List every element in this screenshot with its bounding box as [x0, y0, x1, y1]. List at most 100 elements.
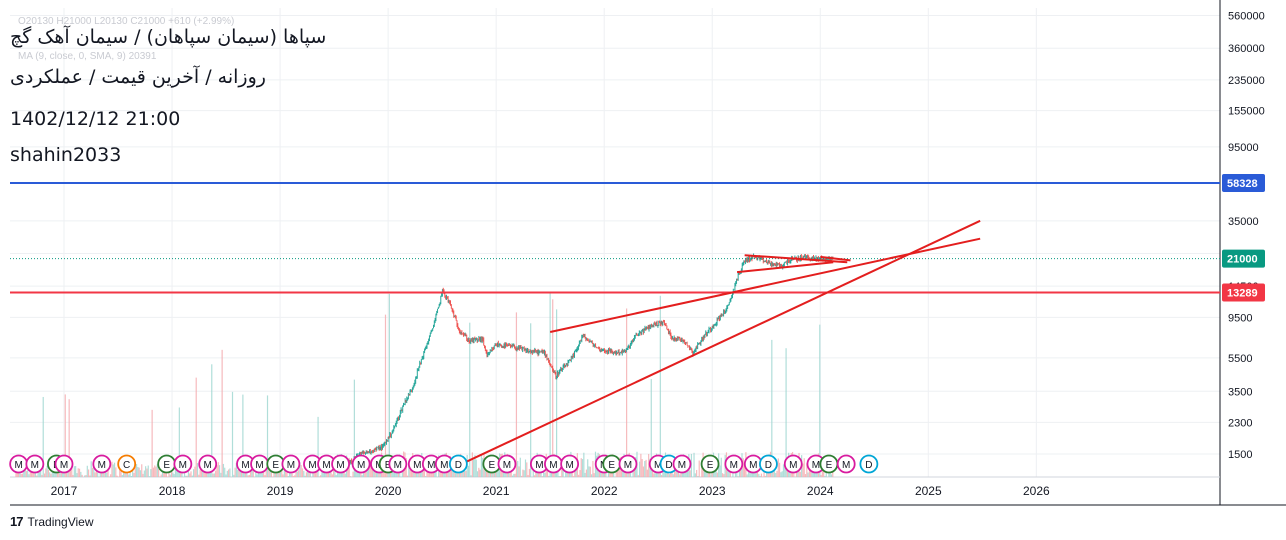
volume-bar: [743, 463, 746, 477]
event-marker-m[interactable]: M: [836, 454, 856, 474]
volume-bar: [221, 349, 223, 477]
event-markers[interactable]: MMEMMCEMMMMEMMMMMMEMMMMDEMMMMMEMMDMEMMDM…: [9, 454, 879, 474]
tradingview-brand[interactable]: 17 TradingView: [10, 514, 94, 529]
volume-bar: [269, 466, 271, 477]
event-circle: [724, 454, 744, 474]
event-marker-m[interactable]: M: [560, 454, 580, 474]
volume-bar: [130, 475, 132, 477]
volume-bar: [32, 470, 34, 477]
volume-bar: [229, 468, 231, 477]
volume-bar: [156, 464, 158, 477]
trendline[interactable]: [820, 255, 851, 262]
event-marker-e[interactable]: E: [819, 454, 839, 474]
volume-bar: [677, 468, 680, 477]
trendline[interactable]: [549, 237, 981, 333]
event-marker-d[interactable]: D: [448, 454, 468, 474]
brand-name: TradingView: [27, 514, 94, 529]
volume-bar: [471, 452, 473, 477]
volume-bar: [169, 474, 171, 477]
volume-bar: [580, 458, 582, 477]
event-marker-m[interactable]: M: [25, 454, 45, 474]
event-marker-e[interactable]: E: [157, 454, 177, 474]
volume-bar: [228, 469, 230, 477]
volume-bar: [723, 474, 725, 477]
event-marker-m[interactable]: M: [173, 454, 193, 474]
event-circle: [497, 454, 517, 474]
event-marker-m[interactable]: M: [407, 454, 427, 474]
volume-bar: [408, 461, 410, 477]
volume-bar: [69, 466, 72, 477]
event-marker-m[interactable]: M: [54, 454, 74, 474]
trendline[interactable]: [736, 261, 834, 274]
event-marker-m[interactable]: M: [351, 454, 371, 474]
volume-bar: [737, 476, 739, 477]
volume-bar: [571, 469, 573, 477]
event-marker-e[interactable]: E: [602, 454, 622, 474]
event-marker-m[interactable]: M: [331, 454, 350, 474]
event-marker-m[interactable]: M: [724, 454, 744, 474]
volume-bar: [502, 468, 505, 477]
event-marker-m[interactable]: M: [92, 454, 112, 474]
volume-bar: [94, 472, 96, 477]
volume-bar: [579, 470, 581, 477]
volume-bar: [154, 465, 156, 477]
event-marker-m[interactable]: M: [388, 454, 408, 474]
event-circle: [836, 454, 856, 474]
price-tag-21000: [1222, 249, 1265, 268]
volume-bar: [482, 457, 484, 477]
volume-bar: [541, 476, 543, 477]
volume-bar: [668, 474, 671, 477]
event-marker-d[interactable]: D: [859, 454, 879, 474]
event-circle: [54, 454, 74, 474]
price-tick-label: 360000: [1228, 43, 1265, 55]
event-marker-m[interactable]: M: [497, 454, 517, 474]
event-marker-c[interactable]: C: [117, 454, 137, 474]
event-marker-d[interactable]: D: [759, 454, 778, 474]
volume-bar: [474, 455, 476, 477]
volume-bar: [808, 468, 811, 477]
volume-bar: [212, 473, 214, 477]
event-marker-m[interactable]: M: [9, 454, 29, 474]
volume-bar: [434, 471, 436, 477]
event-marker-m[interactable]: M: [198, 454, 218, 474]
volume-bar: [685, 468, 687, 477]
volume-bar: [515, 312, 518, 477]
volume-bar: [742, 458, 744, 477]
volume-bar: [697, 475, 699, 477]
event-marker-m[interactable]: M: [544, 454, 563, 474]
time-tick-label: 2026: [1023, 484, 1050, 498]
volume-bar: [375, 471, 378, 477]
volume-bar: [710, 474, 712, 477]
event-marker-m[interactable]: M: [281, 454, 301, 474]
event-letter: D: [865, 460, 872, 471]
price-tick-label: 95000: [1228, 142, 1259, 154]
volume-bar: [158, 469, 160, 477]
volume-bar: [454, 471, 457, 477]
volume-bar: [509, 470, 511, 477]
volume-bar: [331, 474, 333, 477]
event-marker-m[interactable]: M: [317, 454, 336, 474]
event-marker-e[interactable]: E: [700, 454, 720, 474]
volume-bar: [384, 314, 387, 477]
time-axis[interactable]: 2017 2018 2019 2020 2021 2022 2023 2024 2025 2026: [51, 484, 1050, 498]
volume-bar: [562, 465, 564, 477]
volume-bar: [527, 475, 529, 477]
volume-bar: [327, 472, 330, 477]
volume-bar: [111, 461, 113, 477]
event-circle: [759, 454, 778, 474]
volume-bar: [470, 475, 472, 477]
event-marker-m[interactable]: M: [618, 454, 638, 474]
volume-bar: [71, 466, 73, 477]
volume-bar: [530, 323, 532, 477]
volume-bar: [480, 454, 483, 477]
event-marker-m[interactable]: M: [250, 454, 269, 474]
price-axis[interactable]: 1500230035005500950014500225003500058328…: [1228, 11, 1265, 462]
trendline[interactable]: [744, 254, 848, 264]
event-marker-m[interactable]: M: [672, 454, 692, 474]
trendline[interactable]: [447, 219, 981, 472]
event-letter: E: [163, 460, 170, 471]
volume-bar: [802, 463, 804, 477]
volume-bar: [296, 471, 298, 477]
event-marker-m[interactable]: M: [783, 454, 803, 474]
